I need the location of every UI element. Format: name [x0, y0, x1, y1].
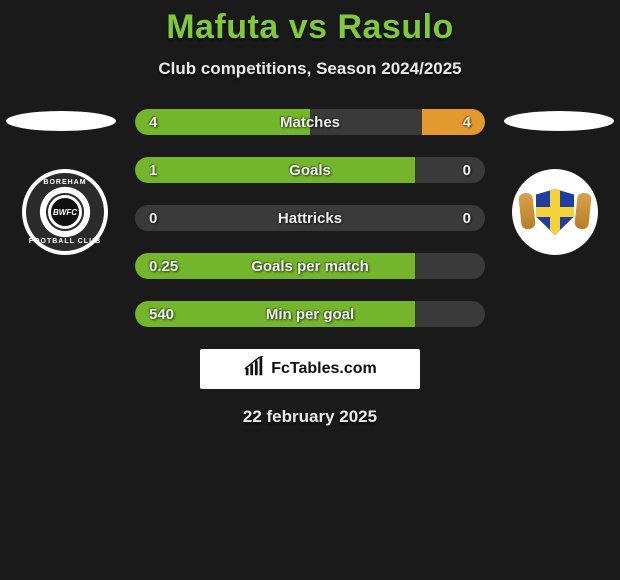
player-photo-left-placeholder — [6, 111, 116, 131]
brand-text: FcTables.com — [271, 360, 377, 378]
stat-row-matches: 4 Matches 4 — [135, 109, 485, 135]
update-date: 22 february 2025 — [0, 407, 620, 427]
stat-value-right: 0 — [463, 205, 471, 231]
stat-row-goals-per-match: 0.25 Goals per match — [135, 253, 485, 279]
stat-value-right: 4 — [463, 109, 471, 135]
stats-area: BOREHAM BWFC FOOTBALL CLUB 4 Matches 4 1… — [0, 109, 620, 427]
stat-bars: 4 Matches 4 1 Goals 0 0 Hattricks 0 0.25… — [135, 109, 485, 327]
stat-label: Matches — [135, 109, 485, 135]
stat-row-goals: 1 Goals 0 — [135, 157, 485, 183]
brand-box[interactable]: FcTables.com — [200, 349, 420, 389]
page-title: Mafuta vs Rasulo — [0, 0, 620, 47]
stat-value-right: 0 — [463, 157, 471, 183]
club-badge-right — [512, 169, 598, 255]
player-photo-right-placeholder — [504, 111, 614, 131]
stat-label: Min per goal — [135, 301, 485, 327]
stat-label: Goals — [135, 157, 485, 183]
stat-label: Hattricks — [135, 205, 485, 231]
stat-label: Goals per match — [135, 253, 485, 279]
subtitle: Club competitions, Season 2024/2025 — [0, 59, 620, 79]
stat-row-hattricks: 0 Hattricks 0 — [135, 205, 485, 231]
stat-row-min-per-goal: 540 Min per goal — [135, 301, 485, 327]
club-badge-left: BOREHAM BWFC FOOTBALL CLUB — [22, 169, 108, 255]
chart-icon — [243, 356, 265, 383]
